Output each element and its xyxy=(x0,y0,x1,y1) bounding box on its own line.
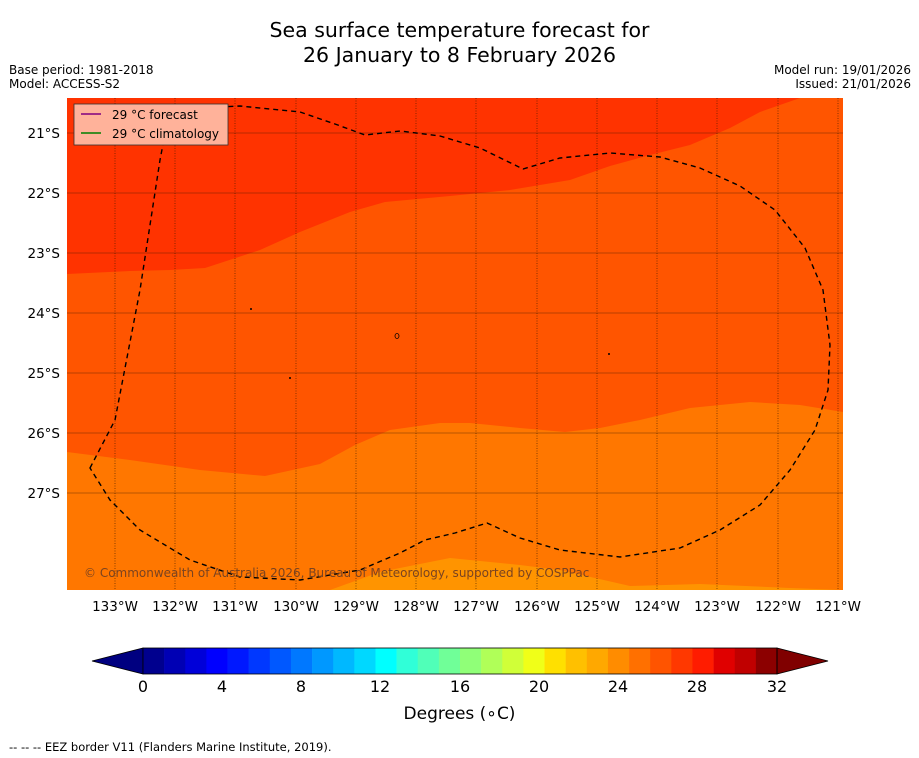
title-line-1: Sea surface temperature forecast for xyxy=(269,18,650,42)
eez-border xyxy=(89,105,831,581)
colorbar-swatch xyxy=(164,648,186,674)
islands xyxy=(250,308,610,379)
lon-label: 122°W xyxy=(755,599,801,615)
legend-forecast-label: 29 °C forecast xyxy=(112,108,198,122)
colorbar-swatch xyxy=(607,648,630,674)
colorbar-swatch xyxy=(375,648,397,674)
colorbar-unit-label: Degrees (∘C) xyxy=(403,704,516,724)
colorbar-swatch xyxy=(417,648,440,674)
colorbar-tick-label: 28 xyxy=(687,677,707,696)
lon-label: 125°W xyxy=(574,599,620,615)
meta-left: Base period: 1981-2018 Model: ACCESS-S2 xyxy=(9,63,154,91)
lon-label: 126°W xyxy=(514,599,560,615)
issued-date: Issued: 21/01/2026 xyxy=(795,77,911,91)
colorbar-frame xyxy=(142,647,778,675)
colorbar-swatch xyxy=(227,648,249,674)
map-legend: 29 °C forecast 29 °C climatology xyxy=(73,103,229,146)
lat-label: 24°S xyxy=(28,306,61,322)
lon-label: 133°W xyxy=(92,599,138,615)
lat-axis-labels: 21°S 22°S 23°S 24°S 25°S 26°S 27°S xyxy=(28,126,61,502)
lat-label: 23°S xyxy=(28,246,61,262)
colorbar-tick-label: 32 xyxy=(767,677,787,696)
model-name: Model: ACCESS-S2 xyxy=(9,77,121,91)
lon-label: 123°W xyxy=(694,599,740,615)
base-period: Base period: 1981-2018 xyxy=(9,63,154,77)
colorbar-swatch xyxy=(354,648,376,674)
page-title: Sea surface temperature forecast for 26 … xyxy=(0,18,919,68)
lon-label: 132°W xyxy=(152,599,198,615)
colorbar-tick-label: 24 xyxy=(608,677,628,696)
colorbar-swatch xyxy=(692,648,714,674)
colorbar-tick-label: 16 xyxy=(450,677,470,696)
colorbar-tick-label: 12 xyxy=(370,677,390,696)
lon-label: 131°W xyxy=(212,599,258,615)
colorbar-under-arrow xyxy=(91,647,144,675)
island-marker xyxy=(250,308,252,310)
colorbar-tick-label: 20 xyxy=(529,677,549,696)
colorbar-swatch xyxy=(396,648,419,674)
meta-right: Model run: 19/01/2026 Issued: 21/01/2026 xyxy=(774,63,911,91)
colorbar-swatch xyxy=(734,648,757,674)
lon-label: 124°W xyxy=(634,599,680,615)
island-marker xyxy=(608,353,610,355)
colorbar-swatch xyxy=(565,648,588,674)
colorbar-swatch xyxy=(206,648,228,674)
colorbar-over-arrow xyxy=(776,647,829,675)
lon-label: 129°W xyxy=(333,599,379,615)
colorbar-swatch xyxy=(629,648,651,674)
colorbar-swatch xyxy=(333,648,355,674)
lat-label: 25°S xyxy=(28,366,61,382)
lat-label: 22°S xyxy=(28,186,61,202)
colorbar-swatch xyxy=(248,648,271,674)
colorbar-swatches xyxy=(143,648,778,674)
colorbar-swatch xyxy=(312,648,334,674)
sst-band-30-31 xyxy=(67,98,800,274)
colorbar-swatch xyxy=(713,648,736,674)
graticule xyxy=(67,98,843,590)
island-marker xyxy=(394,333,400,339)
lon-label: 130°W xyxy=(273,599,319,615)
lat-label: 26°S xyxy=(28,426,61,442)
colorbar-tick-label: 8 xyxy=(296,677,306,696)
colorbar-swatch xyxy=(481,648,503,674)
legend-climatology-label: 29 °C climatology xyxy=(112,127,219,141)
colorbar-swatch xyxy=(269,648,292,674)
colorbar-tick-label: 0 xyxy=(138,677,148,696)
title-line-2: 26 January to 8 February 2026 xyxy=(302,43,616,67)
colorbar-swatch xyxy=(755,648,778,674)
map-plot-area: © Commonwealth of Australia 2026, Bureau… xyxy=(67,98,843,590)
footer-note: -- -- -- EEZ border V11 (Flanders Marine… xyxy=(9,740,332,754)
copyright-text: © Commonwealth of Australia 2026, Bureau… xyxy=(84,566,589,580)
colorbar-swatch xyxy=(523,648,545,674)
lat-label: 21°S xyxy=(28,126,61,142)
model-run: Model run: 19/01/2026 xyxy=(773,63,911,77)
colorbar-swatch xyxy=(586,648,609,674)
lon-label: 121°W xyxy=(815,599,861,615)
colorbar-swatch xyxy=(502,648,524,674)
lat-label: 27°S xyxy=(28,486,61,502)
lon-axis-labels: 133°W 132°W 131°W 130°W 129°W 128°W 127°… xyxy=(92,599,861,615)
colorbar-swatch xyxy=(290,648,313,674)
lon-label: 127°W xyxy=(453,599,499,615)
colorbar-swatch xyxy=(438,648,461,674)
colorbar-swatch xyxy=(460,648,482,674)
colorbar: 0 4 8 12 16 20 24 28 32 xyxy=(91,647,829,696)
colorbar-swatch xyxy=(185,648,207,674)
island-marker xyxy=(289,377,291,379)
colorbar-swatch xyxy=(671,648,693,674)
colorbar-tick-label: 4 xyxy=(217,677,227,696)
colorbar-swatch xyxy=(544,648,566,674)
legend-box xyxy=(73,103,229,146)
lon-label: 128°W xyxy=(393,599,439,615)
colorbar-swatch xyxy=(650,648,672,674)
colorbar-swatch xyxy=(143,648,165,674)
